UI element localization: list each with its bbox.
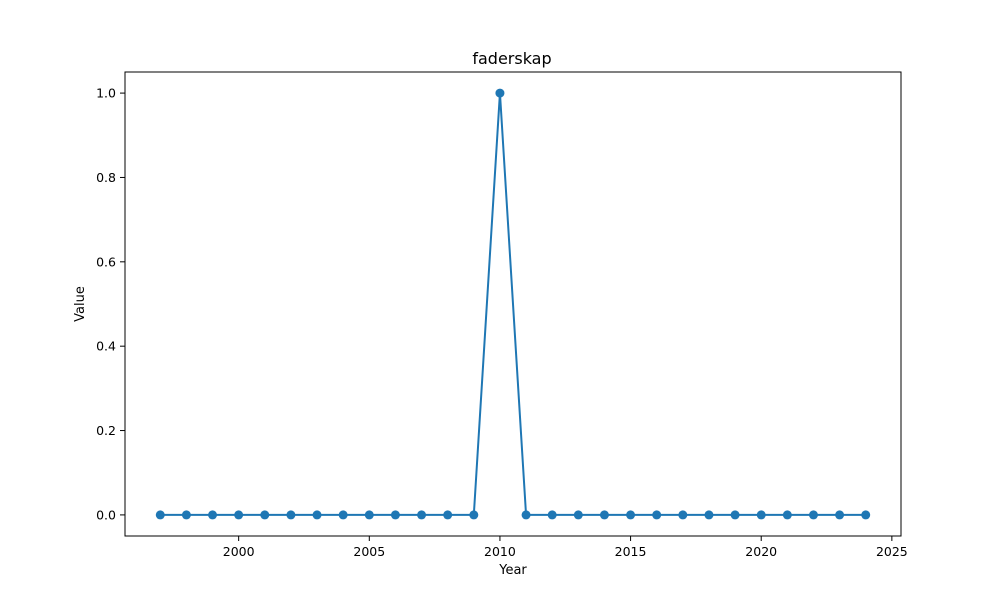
series-layer bbox=[155, 88, 871, 520]
y-tick-label: 1.0 bbox=[96, 86, 116, 101]
data-point bbox=[599, 510, 609, 520]
data-point bbox=[730, 510, 740, 520]
x-axis-ticks: 2000 2005 2010 2015 2020 2025 bbox=[223, 536, 908, 559]
x-tick-label: 2010 bbox=[484, 544, 516, 559]
data-point bbox=[260, 510, 270, 520]
data-point bbox=[469, 510, 479, 520]
data-point bbox=[808, 510, 818, 520]
data-point bbox=[704, 510, 714, 520]
series-line bbox=[160, 92, 866, 516]
data-point bbox=[678, 510, 688, 520]
data-point bbox=[181, 510, 191, 520]
y-axis-label: Value bbox=[73, 286, 88, 322]
data-point bbox=[835, 510, 845, 520]
data-point bbox=[155, 510, 165, 520]
data-point bbox=[652, 510, 662, 520]
data-point bbox=[364, 510, 374, 520]
data-point bbox=[338, 510, 348, 520]
y-tick-label: 0.0 bbox=[96, 507, 116, 522]
data-point bbox=[390, 510, 400, 520]
data-point bbox=[756, 510, 766, 520]
plot-area-frame bbox=[124, 71, 902, 537]
data-point bbox=[547, 510, 557, 520]
data-point bbox=[573, 510, 583, 520]
data-point bbox=[626, 510, 636, 520]
x-tick-label: 2025 bbox=[876, 544, 908, 559]
y-axis-ticks: 0.0 0.2 0.4 0.6 0.8 1.0 bbox=[96, 86, 125, 522]
x-axis-label: Year bbox=[498, 563, 527, 578]
data-point bbox=[286, 510, 296, 520]
x-tick-label: 2000 bbox=[223, 544, 255, 559]
data-point bbox=[782, 510, 792, 520]
chart-title: faderskap bbox=[472, 49, 551, 68]
x-tick-label: 2015 bbox=[615, 544, 647, 559]
data-point bbox=[861, 510, 871, 520]
data-point bbox=[208, 510, 218, 520]
data-point bbox=[234, 510, 244, 520]
y-tick-label: 0.8 bbox=[96, 170, 116, 185]
y-tick-label: 0.6 bbox=[96, 254, 116, 269]
data-point bbox=[312, 510, 322, 520]
data-point bbox=[495, 88, 505, 98]
data-point bbox=[443, 510, 453, 520]
y-tick-label: 0.4 bbox=[96, 339, 116, 354]
data-point bbox=[521, 510, 531, 520]
x-tick-label: 2005 bbox=[353, 544, 385, 559]
y-tick-label: 0.2 bbox=[96, 423, 116, 438]
data-point bbox=[417, 510, 427, 520]
x-tick-label: 2020 bbox=[745, 544, 777, 559]
